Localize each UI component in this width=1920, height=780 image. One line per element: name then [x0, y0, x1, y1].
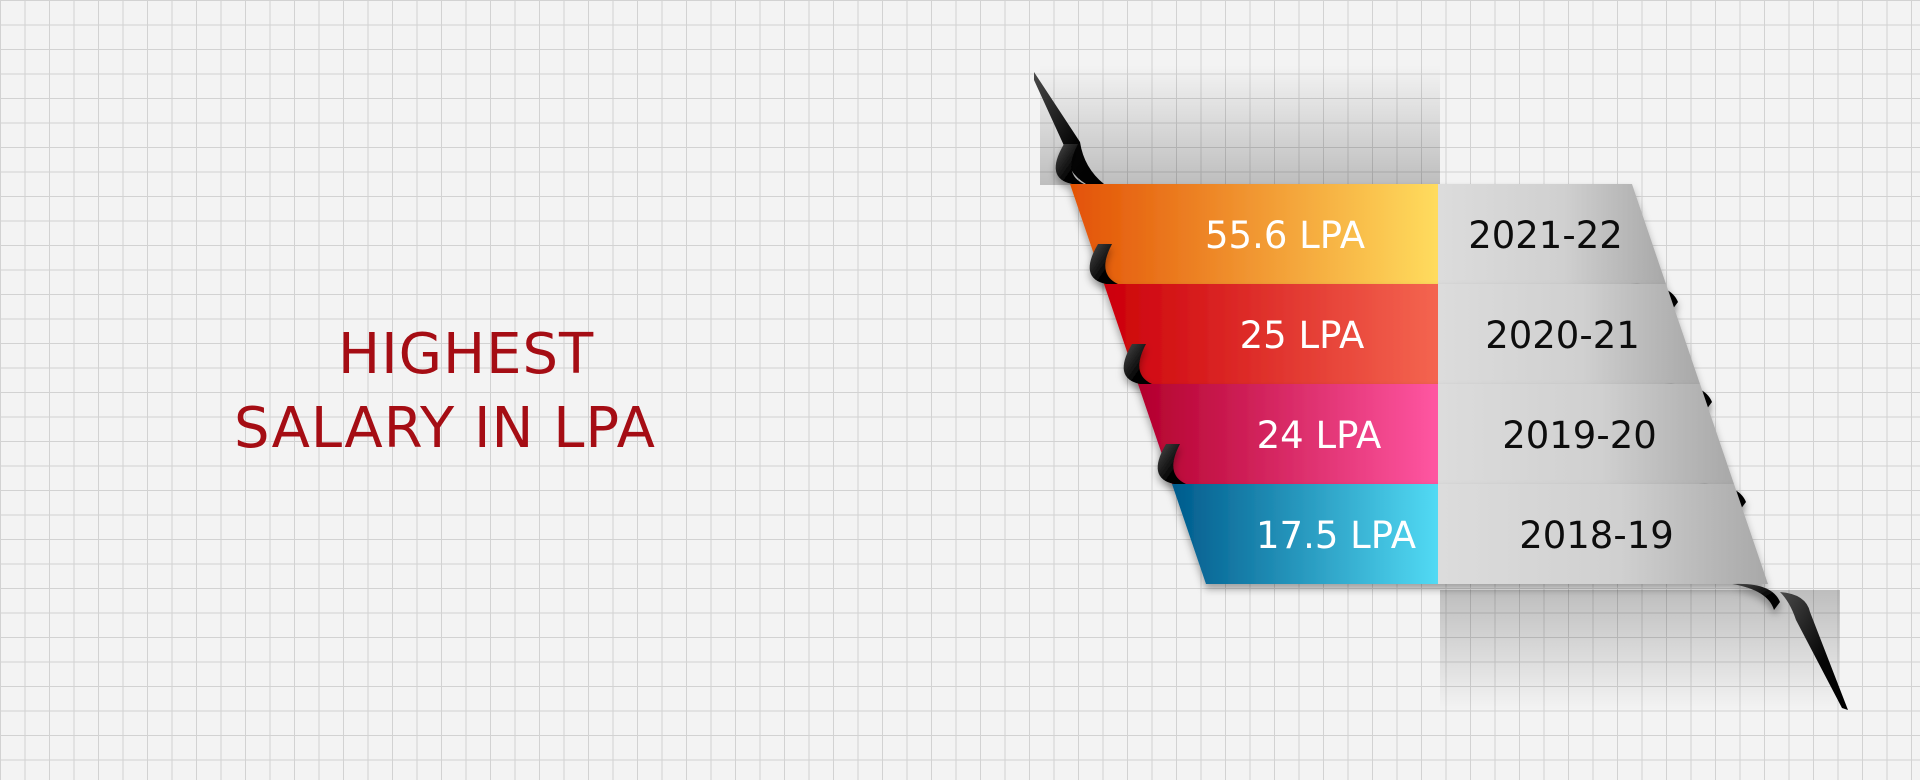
ribbon-band: 24 LPA 2019-20	[1123, 344, 1746, 510]
right-fold-curl	[1732, 583, 1780, 610]
value-bar	[1104, 284, 1438, 384]
ribbon-band: 25 LPA 2020-21	[1089, 244, 1712, 410]
left-fold-curl	[1089, 244, 1118, 284]
left-fold-curl	[1055, 144, 1084, 184]
top-ribbon-edge	[1034, 72, 1104, 184]
year-band	[1438, 384, 1734, 484]
value-bar	[1172, 484, 1438, 584]
left-fold-curl	[1157, 444, 1186, 484]
left-fold-curl	[1123, 344, 1152, 384]
top-shade	[1040, 65, 1440, 185]
value-label: 55.6 LPA	[1205, 214, 1365, 257]
bottom-ribbon-edge	[1780, 592, 1848, 710]
year-label: 2018-19	[1519, 514, 1674, 557]
chart-title: HIGHEST SALARY IN LPA	[180, 318, 780, 466]
ribbon-decoration	[1034, 65, 1848, 710]
ribbon-band: 55.6 LPA 2021-22	[1055, 144, 1678, 310]
value-label: 17.5 LPA	[1256, 514, 1416, 557]
year-band	[1438, 284, 1700, 384]
year-band	[1438, 184, 1666, 284]
year-label: 2021-22	[1468, 214, 1623, 257]
year-band	[1438, 484, 1768, 584]
chart-title-line-2: SALARY IN LPA	[234, 396, 656, 461]
chart-title-line-1: HIGHEST	[338, 322, 595, 387]
value-label: 25 LPA	[1240, 314, 1365, 357]
bottom-shade	[1440, 590, 1840, 710]
value-bar	[1070, 184, 1438, 284]
year-label: 2019-20	[1502, 414, 1657, 457]
ribbon-band: 17.5 LPA 2018-19	[1157, 444, 1780, 610]
value-bar	[1138, 384, 1438, 484]
value-label: 24 LPA	[1257, 414, 1382, 457]
year-label: 2020-21	[1485, 314, 1640, 357]
